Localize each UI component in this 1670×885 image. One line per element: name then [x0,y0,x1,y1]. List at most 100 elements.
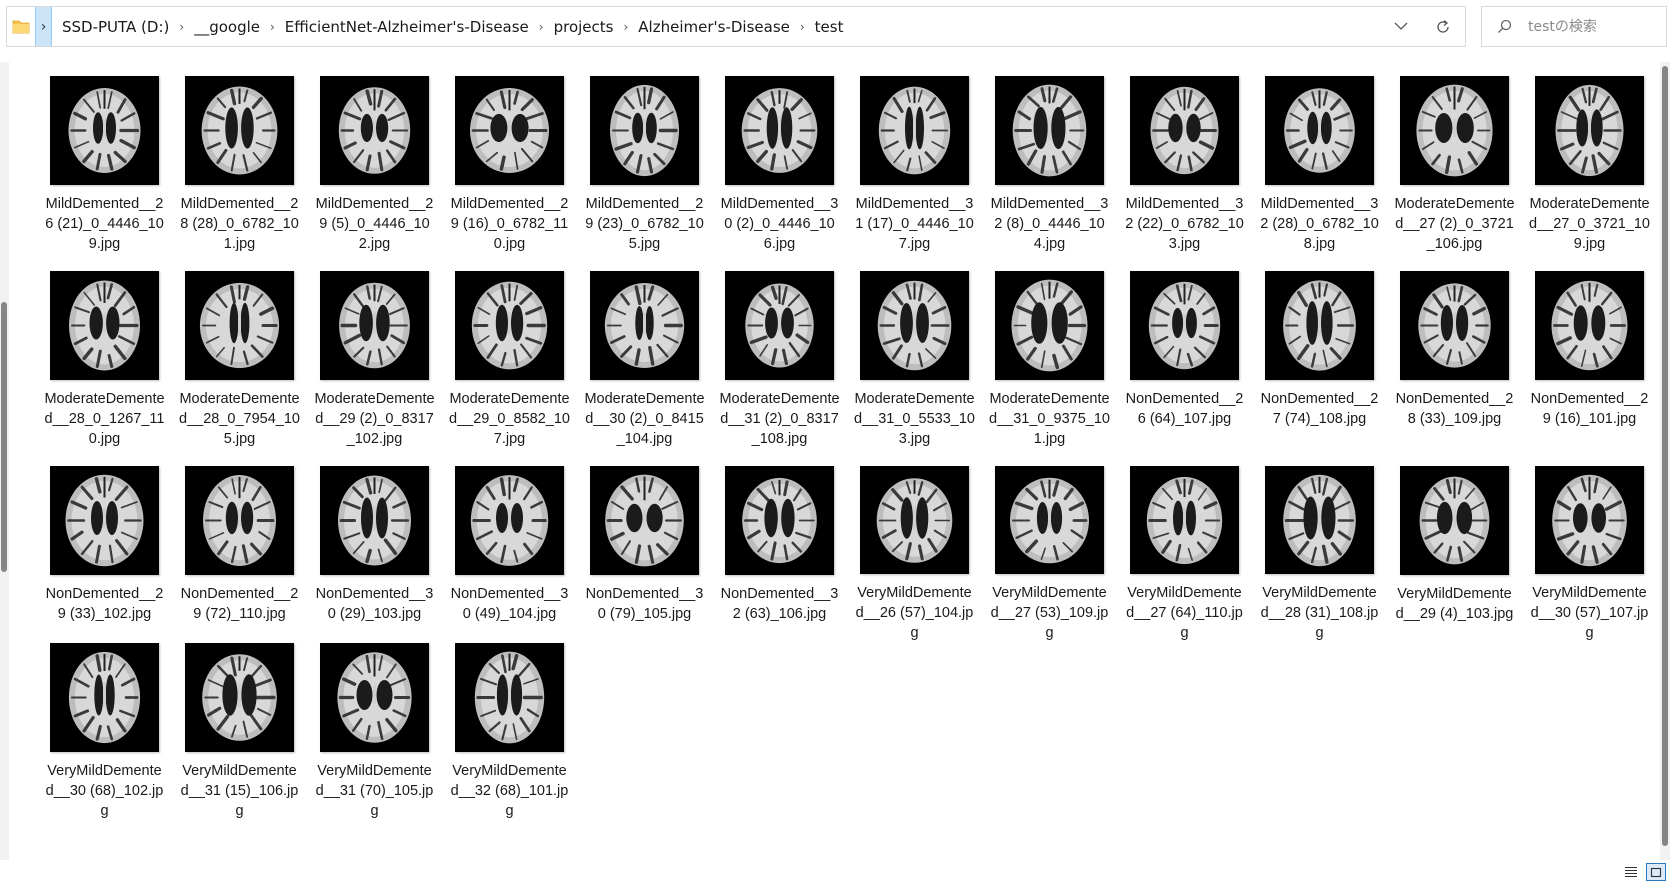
file-name: NonDemented__29 (33)_102.jpg [45,586,164,622]
image-thumbnail [1265,76,1374,185]
file-item[interactable]: MildDemented__32 (28)_0_6782_108.jpg [1252,76,1387,271]
file-item[interactable]: VeryMildDemented__31 (70)_105.jpg [307,643,442,823]
image-thumbnail [590,466,699,575]
breadcrumb-item[interactable]: SSD-PUTA (D:) [62,17,170,36]
file-item[interactable]: MildDemented__28 (28)_0_6782_101.jpg [172,76,307,271]
file-item[interactable]: NonDemented__29 (16)_101.jpg [1522,271,1657,466]
address-bar[interactable]: › SSD-PUTA (D:) › __google › EfficientNet-Al… [6,6,1466,47]
search-input[interactable] [1526,17,1660,36]
file-name: MildDemented__30 (2)_0_4446_106.jpg [720,196,839,252]
file-item[interactable]: VeryMildDemented__29 (4)_103.jpg [1387,466,1522,643]
file-item[interactable]: MildDemented__29 (5)_0_4446_102.jpg [307,76,442,271]
file-name: ModerateDemented__31_0_9375_101.jpg [989,391,1110,447]
image-thumbnail [1130,466,1239,574]
breadcrumb-separator-icon[interactable]: › [269,19,275,34]
file-name: VeryMildDemented__31 (15)_106.jpg [180,763,299,819]
image-thumbnail [725,466,834,575]
file-item[interactable]: NonDemented__26 (64)_107.jpg [1117,271,1252,466]
file-item[interactable]: VeryMildDemented__27 (53)_109.jpg [982,466,1117,643]
file-name: NonDemented__27 (74)_108.jpg [1260,391,1379,427]
file-name: NonDemented__32 (63)_106.jpg [720,586,839,622]
file-name: ModerateDemented__30 (2)_0_8415_104.jpg [584,391,705,447]
image-thumbnail [1265,466,1374,574]
file-item[interactable]: NonDemented__30 (79)_105.jpg [577,466,712,643]
file-item[interactable]: ModerateDemented__31_0_5533_103.jpg [847,271,982,466]
file-item[interactable]: VeryMildDemented__26 (57)_104.jpg [847,466,982,643]
breadcrumb-separator-icon[interactable]: › [623,19,629,34]
image-thumbnail [1400,76,1509,185]
image-thumbnail [590,271,699,380]
breadcrumb-item[interactable]: EfficientNet-Alzheimer's-Disease [284,17,529,36]
navigation-pane-scrollbar[interactable] [0,62,9,860]
breadcrumb-separator-icon[interactable]: › [538,19,544,34]
file-item[interactable]: MildDemented__29 (16)_0_6782_110.jpg [442,76,577,271]
file-name: MildDemented__29 (16)_0_6782_110.jpg [450,196,569,252]
file-item[interactable]: MildDemented__29 (23)_0_6782_105.jpg [577,76,712,271]
chevron-down-icon[interactable] [1381,7,1421,46]
search-box[interactable] [1481,6,1667,47]
file-item[interactable]: ModerateDemented__27 (2)_0_3721_106.jpg [1387,76,1522,271]
breadcrumb-separator-icon[interactable]: › [799,19,805,34]
breadcrumb-item[interactable]: __google [194,17,260,36]
file-name: MildDemented__28 (28)_0_6782_101.jpg [180,196,299,252]
scrollbar-thumb[interactable] [1,302,7,572]
image-thumbnail [185,643,294,752]
file-item[interactable]: MildDemented__26 (21)_0_4446_109.jpg [37,76,172,271]
breadcrumb-item[interactable]: projects [553,17,614,36]
chevron-right-icon[interactable]: › [35,7,52,46]
file-item[interactable]: NonDemented__27 (74)_108.jpg [1252,271,1387,466]
file-item[interactable]: ModerateDemented__31_0_9375_101.jpg [982,271,1117,466]
file-item[interactable]: ModerateDemented__27_0_3721_109.jpg [1522,76,1657,271]
file-item[interactable]: VeryMildDemented__31 (15)_106.jpg [172,643,307,823]
breadcrumb-item[interactable]: test [814,17,844,36]
file-item[interactable]: VeryMildDemented__32 (68)_101.jpg [442,643,577,823]
image-thumbnail [1130,76,1239,185]
scrollbar-thumb[interactable] [1662,66,1668,846]
file-item[interactable]: VeryMildDemented__30 (68)_102.jpg [37,643,172,823]
file-item[interactable]: MildDemented__32 (22)_0_6782_103.jpg [1117,76,1252,271]
large-icons-view-icon[interactable] [1646,863,1666,881]
file-name: MildDemented__26 (21)_0_4446_109.jpg [45,196,164,252]
vertical-scrollbar[interactable] [1660,62,1670,860]
image-thumbnail [995,271,1104,380]
image-thumbnail [725,271,834,380]
file-name: NonDemented__26 (64)_107.jpg [1125,391,1244,427]
file-item[interactable]: MildDemented__30 (2)_0_4446_106.jpg [712,76,847,271]
file-item[interactable]: NonDemented__30 (49)_104.jpg [442,466,577,643]
file-name: ModerateDemented__29_0_8582_107.jpg [449,391,570,447]
file-name: NonDemented__30 (29)_103.jpg [315,586,434,622]
file-item[interactable]: NonDemented__29 (72)_110.jpg [172,466,307,643]
image-thumbnail [1535,466,1644,574]
file-item[interactable]: NonDemented__30 (29)_103.jpg [307,466,442,643]
image-thumbnail [50,271,159,380]
file-item[interactable]: ModerateDemented__29 (2)_0_8317_102.jpg [307,271,442,466]
image-thumbnail [995,466,1104,574]
image-thumbnail [1400,466,1509,575]
details-view-icon[interactable] [1621,863,1641,881]
breadcrumb-item[interactable]: Alzheimer's-Disease [638,17,790,36]
image-thumbnail [995,76,1104,185]
image-thumbnail [1130,271,1239,380]
file-item[interactable]: ModerateDemented__30 (2)_0_8415_104.jpg [577,271,712,466]
file-item[interactable]: NonDemented__32 (63)_106.jpg [712,466,847,643]
file-item[interactable]: VeryMildDemented__30 (57)_107.jpg [1522,466,1657,643]
file-item[interactable]: MildDemented__31 (17)_0_4446_107.jpg [847,76,982,271]
file-item[interactable]: ModerateDemented__29_0_8582_107.jpg [442,271,577,466]
explorer-toolbar: › SSD-PUTA (D:) › __google › EfficientNet-Al… [0,0,1670,58]
image-thumbnail [320,76,429,185]
file-view: MildDemented__26 (21)_0_4446_109.jpg Mil… [0,62,1670,860]
file-item[interactable]: ModerateDemented__28_0_7954_105.jpg [172,271,307,466]
file-name: NonDemented__29 (72)_110.jpg [180,586,299,622]
file-item[interactable]: NonDemented__28 (33)_109.jpg [1387,271,1522,466]
file-item[interactable]: VeryMildDemented__27 (64)_110.jpg [1117,466,1252,643]
image-thumbnail [320,271,429,380]
file-item[interactable]: MildDemented__32 (8)_0_4446_104.jpg [982,76,1117,271]
file-item[interactable]: VeryMildDemented__28 (31)_108.jpg [1252,466,1387,643]
breadcrumb-separator-icon[interactable]: › [179,19,185,34]
image-thumbnail [1535,271,1644,380]
file-item[interactable]: NonDemented__29 (33)_102.jpg [37,466,172,643]
file-item[interactable]: ModerateDemented__31 (2)_0_8317_108.jpg [712,271,847,466]
refresh-icon[interactable] [1421,7,1465,46]
file-item[interactable]: ModerateDemented__28_0_1267_110.jpg [37,271,172,466]
file-name: VeryMildDemented__30 (57)_107.jpg [1530,585,1649,641]
